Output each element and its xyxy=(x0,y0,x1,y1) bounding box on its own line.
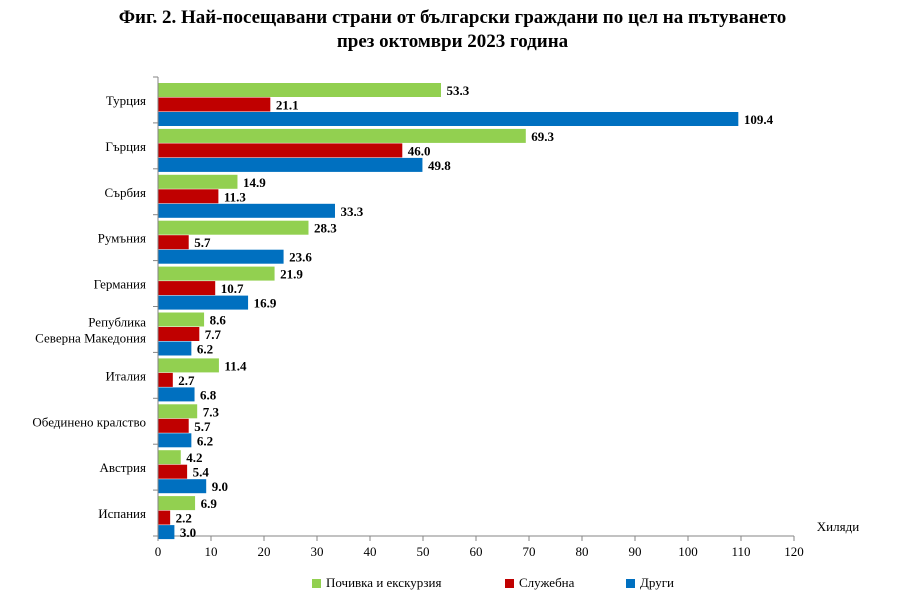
legend-swatch-other xyxy=(626,578,635,588)
bar-value-label: 21.9 xyxy=(280,267,303,282)
bar-value-label: 5.7 xyxy=(194,419,211,434)
legend-item-business: Служебна xyxy=(505,575,574,591)
x-tick-label: 110 xyxy=(731,544,750,559)
bar-value-label: 5.7 xyxy=(194,235,211,250)
bar xyxy=(158,128,526,143)
bar-value-label: 53.3 xyxy=(446,83,469,98)
x-tick-label: 120 xyxy=(784,544,804,559)
bar-value-label: 7.3 xyxy=(203,404,220,419)
bar xyxy=(158,387,195,402)
bar xyxy=(158,312,205,327)
bar xyxy=(158,249,284,264)
bar-value-label: 6.9 xyxy=(201,496,218,511)
x-tick-label: 40 xyxy=(364,544,377,559)
category-label: Обединено кралство xyxy=(32,414,146,429)
legend-item-leisure: Почивка и екскурзия xyxy=(312,575,441,591)
bar-value-label: 2.7 xyxy=(178,373,195,388)
bar xyxy=(158,112,739,126)
bar xyxy=(158,372,173,387)
bar xyxy=(158,83,441,97)
bar xyxy=(158,404,198,419)
category-label: Северна Македония xyxy=(35,330,146,345)
bar-value-label: 5.4 xyxy=(193,465,210,480)
bar-value-label: 6.2 xyxy=(197,433,213,448)
bar-value-label: 11.4 xyxy=(224,358,247,373)
legend-swatch-business xyxy=(505,578,514,588)
bar xyxy=(158,479,207,494)
bar xyxy=(158,174,238,189)
legend-swatch-leisure xyxy=(312,578,321,588)
bar-value-label: 4.2 xyxy=(186,450,202,465)
category-label: Румъния xyxy=(98,231,146,246)
bar-value-label: 49.8 xyxy=(428,158,451,173)
chart-title-line-1: Фиг. 2. Най-посещавани страни от българс… xyxy=(118,7,787,28)
bar-value-label: 23.6 xyxy=(289,250,312,265)
bar xyxy=(158,358,219,373)
x-tick-label: 60 xyxy=(470,544,483,559)
category-label: Сърбия xyxy=(105,185,146,200)
bar-value-label: 11.3 xyxy=(224,189,247,204)
bar xyxy=(158,97,271,112)
x-tick-label: 20 xyxy=(258,544,271,559)
bar-value-label: 9.0 xyxy=(212,479,228,494)
bar-value-label: 69.3 xyxy=(531,129,554,144)
legend-item-other: Други xyxy=(626,575,674,591)
bar-value-label: 46.0 xyxy=(408,143,431,158)
bar xyxy=(158,418,189,433)
bar xyxy=(158,266,275,281)
bar-value-label: 16.9 xyxy=(254,296,277,311)
bar-value-label: 6.2 xyxy=(197,342,213,357)
category-label: Германия xyxy=(94,277,146,292)
legend-label-business: Служебна xyxy=(519,575,575,590)
bar xyxy=(158,450,181,465)
bar xyxy=(158,510,171,525)
bar-value-label: 6.8 xyxy=(200,387,217,402)
bar xyxy=(158,496,196,511)
chart-title: Фиг. 2. Най-посещавани страни от българс… xyxy=(0,6,905,54)
bar-value-label: 28.3 xyxy=(314,221,337,236)
category-label: Република xyxy=(88,314,146,329)
bar xyxy=(158,203,335,218)
bar xyxy=(158,295,249,310)
bar xyxy=(158,235,189,250)
bar xyxy=(158,525,175,540)
legend: Почивка и екскурзия Служебна Други xyxy=(0,575,905,595)
bar-value-label: 8.6 xyxy=(210,313,227,328)
bar-value-label: 109.4 xyxy=(744,112,774,127)
bar xyxy=(158,220,309,235)
bar xyxy=(158,327,200,341)
x-axis-label: Хиляди xyxy=(817,519,859,534)
category-label: Гърция xyxy=(105,139,146,154)
x-tick-label: 100 xyxy=(678,544,698,559)
bar xyxy=(158,464,188,479)
category-label: Австрия xyxy=(100,460,147,475)
bar xyxy=(158,157,423,172)
x-tick-label: 10 xyxy=(205,544,218,559)
category-label: Турция xyxy=(106,93,146,108)
x-tick-label: 0 xyxy=(155,544,162,559)
legend-label-leisure: Почивка и екскурзия xyxy=(326,575,442,590)
bar xyxy=(158,433,192,448)
bar-value-label: 2.2 xyxy=(176,511,192,526)
bar xyxy=(158,281,216,296)
bar-value-label: 10.7 xyxy=(221,281,244,296)
x-tick-label: 70 xyxy=(523,544,536,559)
bar-value-label: 21.1 xyxy=(276,98,299,113)
legend-label-other: Други xyxy=(640,575,674,590)
x-tick-label: 90 xyxy=(629,544,642,559)
category-label: Испания xyxy=(98,506,146,521)
x-tick-label: 80 xyxy=(576,544,589,559)
x-tick-label: 30 xyxy=(311,544,324,559)
bar-value-label: 14.9 xyxy=(243,175,266,190)
bar xyxy=(158,341,192,356)
bar xyxy=(158,143,403,158)
category-label: Италия xyxy=(105,368,146,383)
x-tick-label: 50 xyxy=(417,544,430,559)
chart-title-line-2: през октомври 2023 година xyxy=(336,31,569,52)
bar-value-label: 33.3 xyxy=(340,204,363,219)
bar-value-label: 3.0 xyxy=(180,525,196,540)
bar xyxy=(158,189,219,204)
bar-value-label: 7.7 xyxy=(205,327,222,342)
